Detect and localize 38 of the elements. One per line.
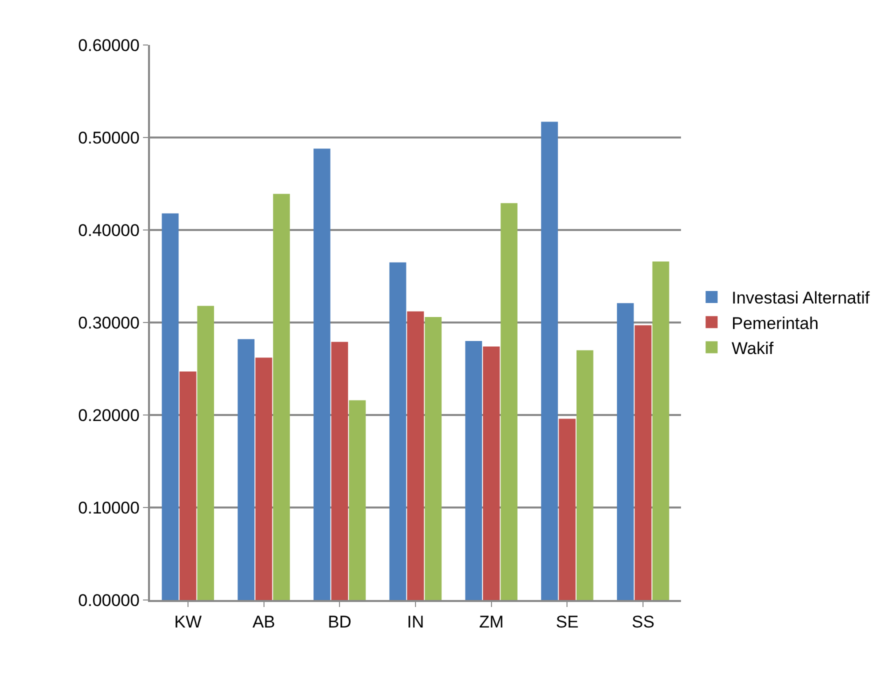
bar [255, 358, 272, 600]
bar [616, 303, 634, 600]
y-tick-label: 0.20000 [78, 406, 140, 425]
x-tick-label: BD [328, 612, 352, 632]
x-tick-label: KW [174, 612, 202, 632]
x-tick-label: ZM [479, 612, 504, 632]
y-tick-label: 0.10000 [78, 498, 140, 518]
x-tick-label: AB [252, 612, 276, 632]
bar [389, 262, 406, 600]
bar [482, 346, 500, 600]
y-tick-label: 0.60000 [78, 36, 140, 55]
x-tick-label: IN [407, 612, 424, 632]
y-tick-label: 0.50000 [78, 128, 140, 148]
bar [197, 306, 214, 600]
bar [407, 311, 424, 600]
bar [162, 213, 179, 600]
bar [273, 194, 290, 600]
y-tick-label: 0.30000 [78, 313, 140, 332]
y-tick-label: 0.00000 [78, 590, 140, 610]
legend-label: Pemerintah [732, 314, 819, 333]
y-tick-label: 0.40000 [78, 220, 140, 240]
legend-label: Wakif [732, 338, 774, 358]
bar [576, 350, 594, 600]
bar [541, 122, 558, 600]
bar [558, 418, 576, 600]
bar [465, 341, 482, 600]
bar [424, 316, 442, 600]
bar [652, 261, 670, 600]
bar [331, 342, 348, 600]
bar [348, 400, 366, 600]
bar [500, 203, 518, 600]
bar [238, 339, 254, 600]
legend-label: Investasi Alternatif [732, 288, 870, 308]
bar [180, 372, 196, 600]
bar [634, 325, 652, 600]
bar [314, 148, 330, 600]
x-tick-label: SS [632, 612, 654, 632]
x-tick-label: SE [556, 612, 579, 632]
